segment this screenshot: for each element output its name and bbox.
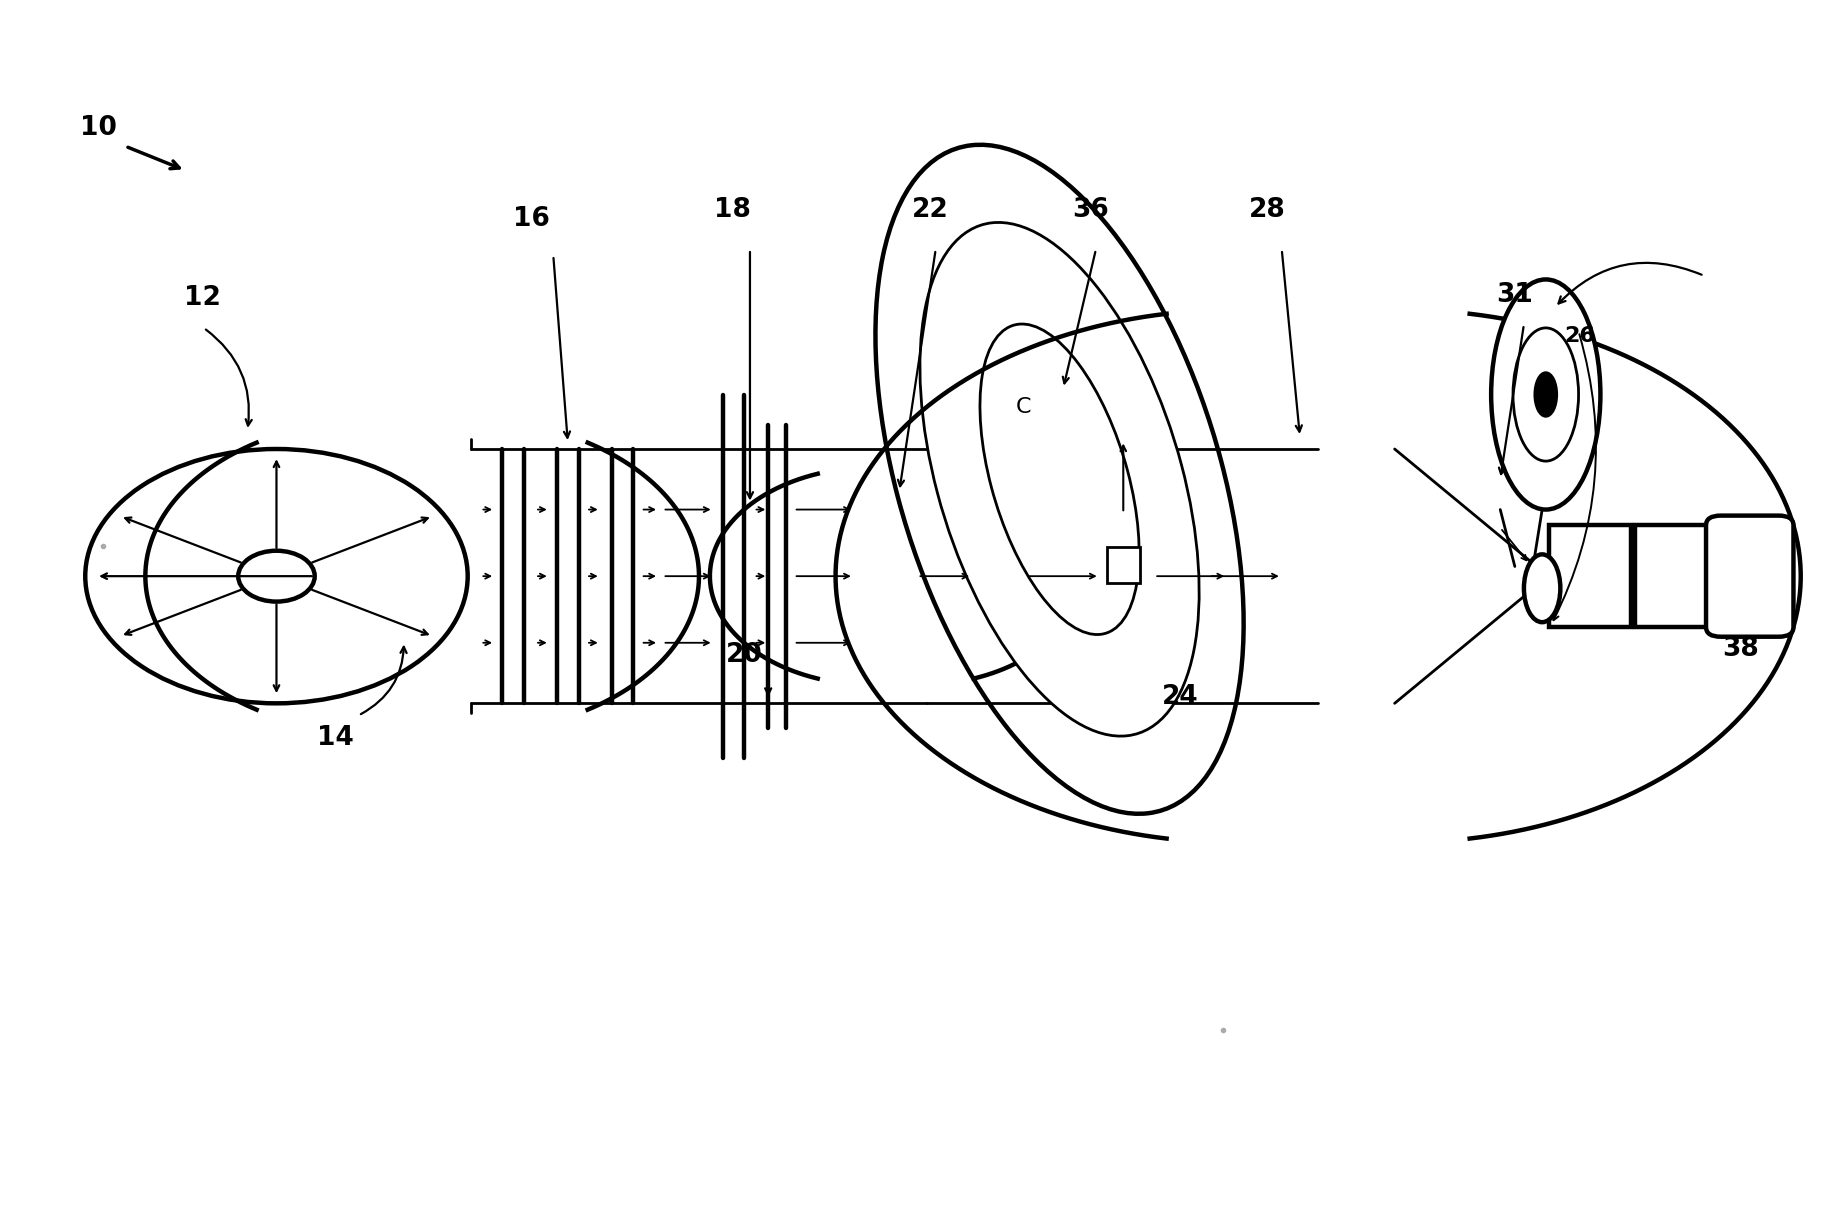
Text: 20: 20 xyxy=(727,642,763,668)
Text: 12: 12 xyxy=(184,284,220,311)
Text: C: C xyxy=(1015,397,1031,417)
Circle shape xyxy=(239,551,316,601)
Ellipse shape xyxy=(1514,328,1578,461)
Text: 38: 38 xyxy=(1723,636,1760,662)
Ellipse shape xyxy=(919,223,1200,736)
FancyBboxPatch shape xyxy=(1707,516,1793,637)
Ellipse shape xyxy=(1523,555,1560,622)
FancyBboxPatch shape xyxy=(1107,548,1140,583)
FancyBboxPatch shape xyxy=(1635,526,1718,627)
Text: 28: 28 xyxy=(1250,197,1286,223)
Ellipse shape xyxy=(1534,372,1556,416)
Text: 31: 31 xyxy=(1497,282,1534,309)
Text: 14: 14 xyxy=(316,725,354,751)
Text: 16: 16 xyxy=(514,206,550,232)
FancyBboxPatch shape xyxy=(1549,526,1631,627)
Text: 18: 18 xyxy=(714,197,751,223)
Ellipse shape xyxy=(1492,279,1600,510)
Text: 24: 24 xyxy=(1162,685,1198,710)
Text: 26: 26 xyxy=(1563,326,1595,347)
Text: 10: 10 xyxy=(79,115,117,141)
Text: 22: 22 xyxy=(912,197,949,223)
Ellipse shape xyxy=(980,325,1140,635)
Text: 36: 36 xyxy=(1072,197,1108,223)
